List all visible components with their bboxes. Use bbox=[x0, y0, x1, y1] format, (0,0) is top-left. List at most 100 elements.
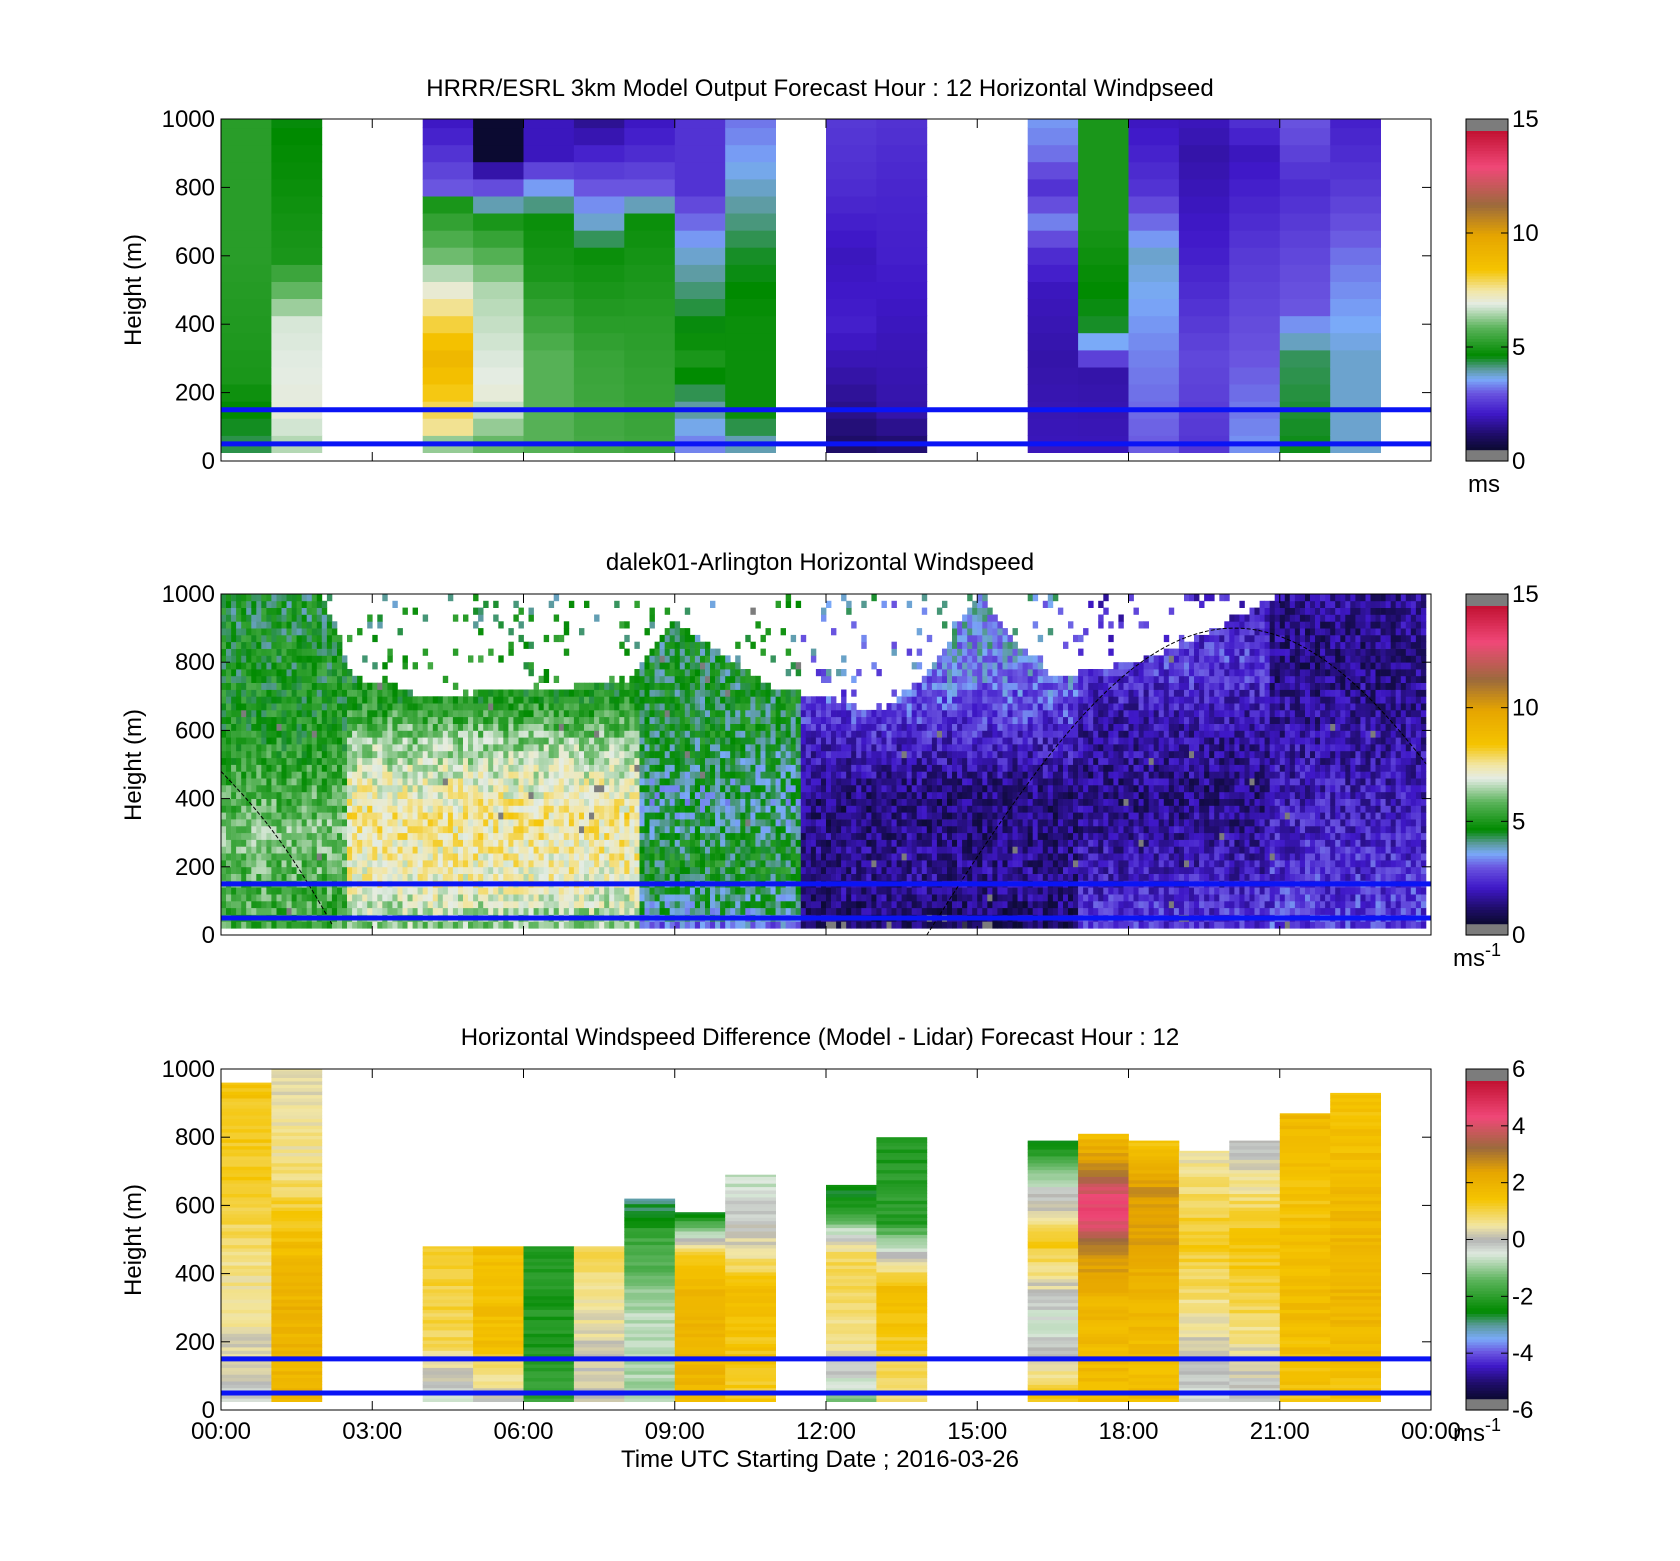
heatmap-cell bbox=[554, 724, 559, 731]
heatmap-cell bbox=[715, 799, 720, 806]
heatmap-cell bbox=[725, 196, 776, 214]
heatmap-cell bbox=[302, 758, 307, 765]
heatmap-cell bbox=[735, 901, 740, 908]
heatmap-cell bbox=[438, 730, 443, 737]
heatmap-cell bbox=[685, 717, 690, 724]
heatmap-cell bbox=[473, 785, 478, 792]
heatmap-cell bbox=[221, 635, 226, 642]
heatmap-cell bbox=[498, 901, 503, 908]
heatmap-cell bbox=[271, 179, 322, 197]
heatmap-cell bbox=[307, 921, 312, 928]
heatmap-cell bbox=[221, 717, 226, 724]
heatmap-cell bbox=[392, 894, 397, 901]
heatmap-cell bbox=[584, 819, 589, 826]
heatmap-cell bbox=[307, 792, 312, 799]
heatmap-cell bbox=[876, 264, 927, 282]
heatmap-cell bbox=[599, 887, 604, 894]
heatmap-cell bbox=[529, 608, 534, 615]
heatmap-cell bbox=[352, 874, 357, 881]
heatmap-cell bbox=[685, 710, 690, 717]
heatmap-cell bbox=[569, 690, 574, 697]
heatmap-cell bbox=[478, 812, 483, 819]
heatmap-cell bbox=[609, 778, 614, 785]
heatmap-cell bbox=[670, 730, 675, 737]
heatmap-cell bbox=[312, 737, 317, 744]
heatmap-cell bbox=[529, 799, 534, 806]
heatmap-cell bbox=[453, 860, 458, 867]
heatmap-cell bbox=[680, 819, 685, 826]
heatmap-cell bbox=[876, 418, 927, 436]
heatmap-cell bbox=[680, 724, 685, 731]
heatmap-cell bbox=[645, 771, 650, 778]
heatmap-cell bbox=[549, 860, 554, 867]
heatmap-cell bbox=[483, 921, 488, 928]
heatmap-cell bbox=[327, 744, 332, 751]
heatmap-cell bbox=[226, 601, 231, 608]
heatmap-cell bbox=[418, 778, 423, 785]
heatmap-cell bbox=[559, 771, 564, 778]
heatmap-cell bbox=[266, 737, 271, 744]
heatmap-cell bbox=[352, 690, 357, 697]
heatmap-cell bbox=[730, 724, 735, 731]
heatmap-cell bbox=[624, 264, 675, 282]
heatmap-cell bbox=[372, 737, 377, 744]
heatmap-cell bbox=[277, 662, 282, 669]
heatmap-cell bbox=[629, 717, 634, 724]
heatmap-cell bbox=[403, 771, 408, 778]
heatmap-cell bbox=[332, 771, 337, 778]
heatmap-cell bbox=[544, 901, 549, 908]
heatmap-cell bbox=[1129, 281, 1180, 299]
heatmap-cell bbox=[650, 730, 655, 737]
heatmap-cell bbox=[302, 669, 307, 676]
heatmap-cell bbox=[231, 724, 236, 731]
heatmap-cell bbox=[453, 792, 458, 799]
heatmap-cell bbox=[372, 744, 377, 751]
heatmap-cell bbox=[665, 669, 670, 676]
heatmap-cell bbox=[539, 799, 544, 806]
heatmap-cell bbox=[266, 710, 271, 717]
heatmap-cell bbox=[675, 230, 726, 248]
heatmap-cell bbox=[584, 921, 589, 928]
heatmap-cell bbox=[710, 833, 715, 840]
heatmap-cell bbox=[357, 744, 362, 751]
heatmap-cell bbox=[332, 724, 337, 731]
heatmap-cell bbox=[493, 696, 498, 703]
heatmap-cell bbox=[251, 676, 256, 683]
heatmap-cell bbox=[317, 594, 322, 601]
heatmap-cell bbox=[720, 724, 725, 731]
heatmap-cell bbox=[730, 867, 735, 874]
heatmap-cell bbox=[261, 799, 266, 806]
heatmap-cell bbox=[660, 894, 665, 901]
heatmap-cell bbox=[619, 853, 624, 860]
heatmap-cell bbox=[650, 758, 655, 765]
heatmap-cell bbox=[277, 683, 282, 690]
heatmap-cell bbox=[428, 662, 433, 669]
heatmap-cell bbox=[438, 840, 443, 847]
heatmap-cell bbox=[398, 894, 403, 901]
heatmap-cell bbox=[332, 874, 337, 881]
heatmap-cell bbox=[645, 799, 650, 806]
heatmap-cell bbox=[287, 642, 292, 649]
heatmap-cell bbox=[236, 690, 241, 697]
heatmap-cell bbox=[221, 833, 226, 840]
heatmap-cell bbox=[1330, 213, 1381, 231]
heatmap-cell bbox=[271, 669, 276, 676]
heatmap-cell bbox=[377, 730, 382, 737]
heatmap-cell bbox=[337, 642, 342, 649]
heatmap-cell bbox=[287, 874, 292, 881]
heatmap-cell bbox=[710, 744, 715, 751]
heatmap-cell bbox=[725, 908, 730, 915]
heatmap-cell bbox=[493, 785, 498, 792]
heatmap-cell bbox=[539, 792, 544, 799]
heatmap-cell bbox=[1129, 145, 1180, 163]
heatmap-cell bbox=[292, 696, 297, 703]
heatmap-cell bbox=[675, 819, 680, 826]
heatmap-cell bbox=[604, 737, 609, 744]
heatmap-cell bbox=[231, 621, 236, 628]
heatmap-cell bbox=[241, 621, 246, 628]
heatmap-cell bbox=[256, 615, 261, 622]
heatmap-cell bbox=[1330, 350, 1381, 368]
heatmap-cell bbox=[579, 860, 584, 867]
heatmap-cell bbox=[554, 805, 559, 812]
heatmap-cell bbox=[685, 683, 690, 690]
